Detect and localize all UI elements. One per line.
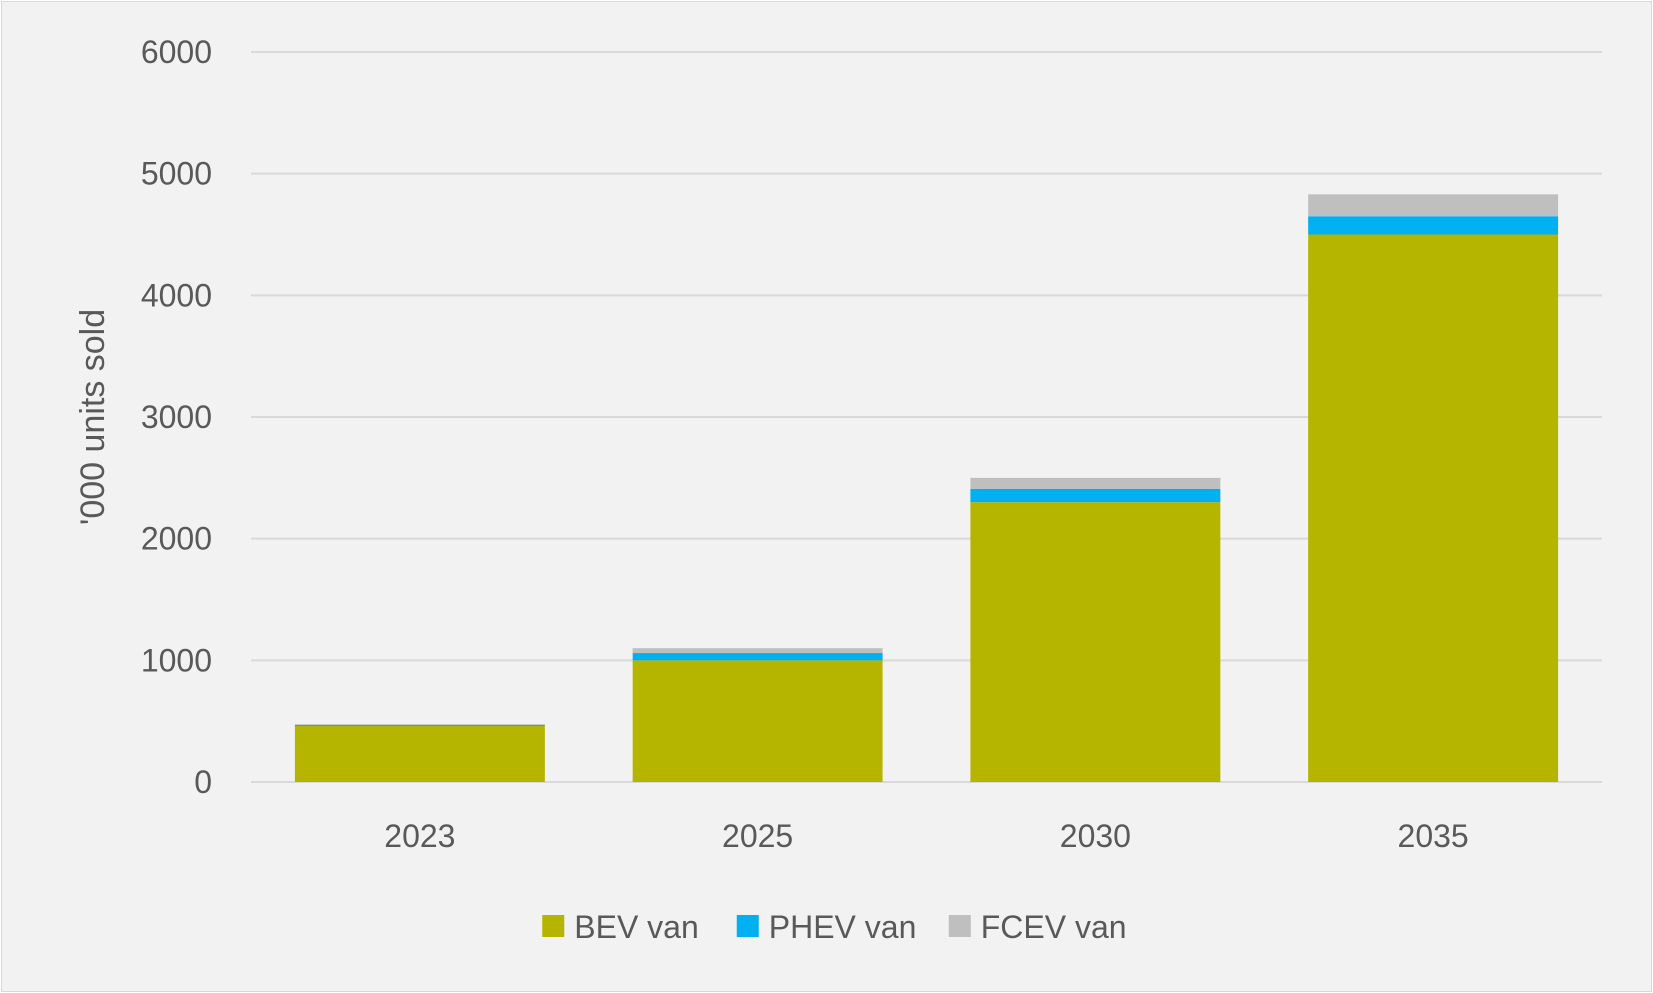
- x-tick-label: 2023: [384, 818, 455, 854]
- y-tick-label: 4000: [141, 277, 212, 313]
- y-tick-label: 6000: [141, 34, 212, 70]
- bars: [294, 194, 1559, 782]
- y-axis-ticks: 0 1000 2000 3000 4000 5000 6000: [141, 34, 212, 800]
- y-axis-title: '000 units sold: [74, 309, 112, 525]
- legend: BEV van PHEV van FCEV van: [542, 909, 1127, 945]
- bar-fcev-van-2025: [632, 648, 883, 654]
- x-tick-label: 2035: [1398, 818, 1469, 854]
- bar-bev-van-2035: [1308, 234, 1559, 782]
- y-tick-label: 1000: [141, 642, 212, 678]
- legend-label: BEV van: [574, 909, 699, 945]
- bar-bev-van-2025: [632, 660, 883, 782]
- gridlines: [251, 51, 1602, 783]
- legend-label: FCEV van: [981, 909, 1127, 945]
- legend-swatch: [736, 915, 759, 937]
- bar-fcev-van-2023: [294, 724, 545, 725]
- y-tick-label: 5000: [141, 156, 212, 192]
- legend-swatch: [948, 915, 971, 937]
- y-tick-label: 2000: [141, 521, 212, 557]
- bar-bev-van-2023: [294, 726, 545, 782]
- x-tick-label: 2030: [1060, 818, 1131, 854]
- legend-swatch: [542, 915, 565, 937]
- legend-label: PHEV van: [769, 909, 917, 945]
- y-tick-label: 3000: [141, 399, 212, 435]
- bar-fcev-van-2035: [1308, 194, 1559, 217]
- bar-phev-van-2023: [294, 724, 545, 727]
- bar-phev-van-2035: [1308, 216, 1559, 235]
- bar-bev-van-2030: [970, 502, 1221, 782]
- bar-phev-van-2025: [632, 653, 883, 661]
- x-axis-ticks: 2023 2025 2030 2035: [384, 818, 1468, 854]
- bar-phev-van-2030: [970, 488, 1221, 503]
- y-tick-label: 0: [194, 764, 212, 800]
- bar-fcev-van-2030: [970, 477, 1221, 489]
- x-tick-label: 2025: [722, 818, 793, 854]
